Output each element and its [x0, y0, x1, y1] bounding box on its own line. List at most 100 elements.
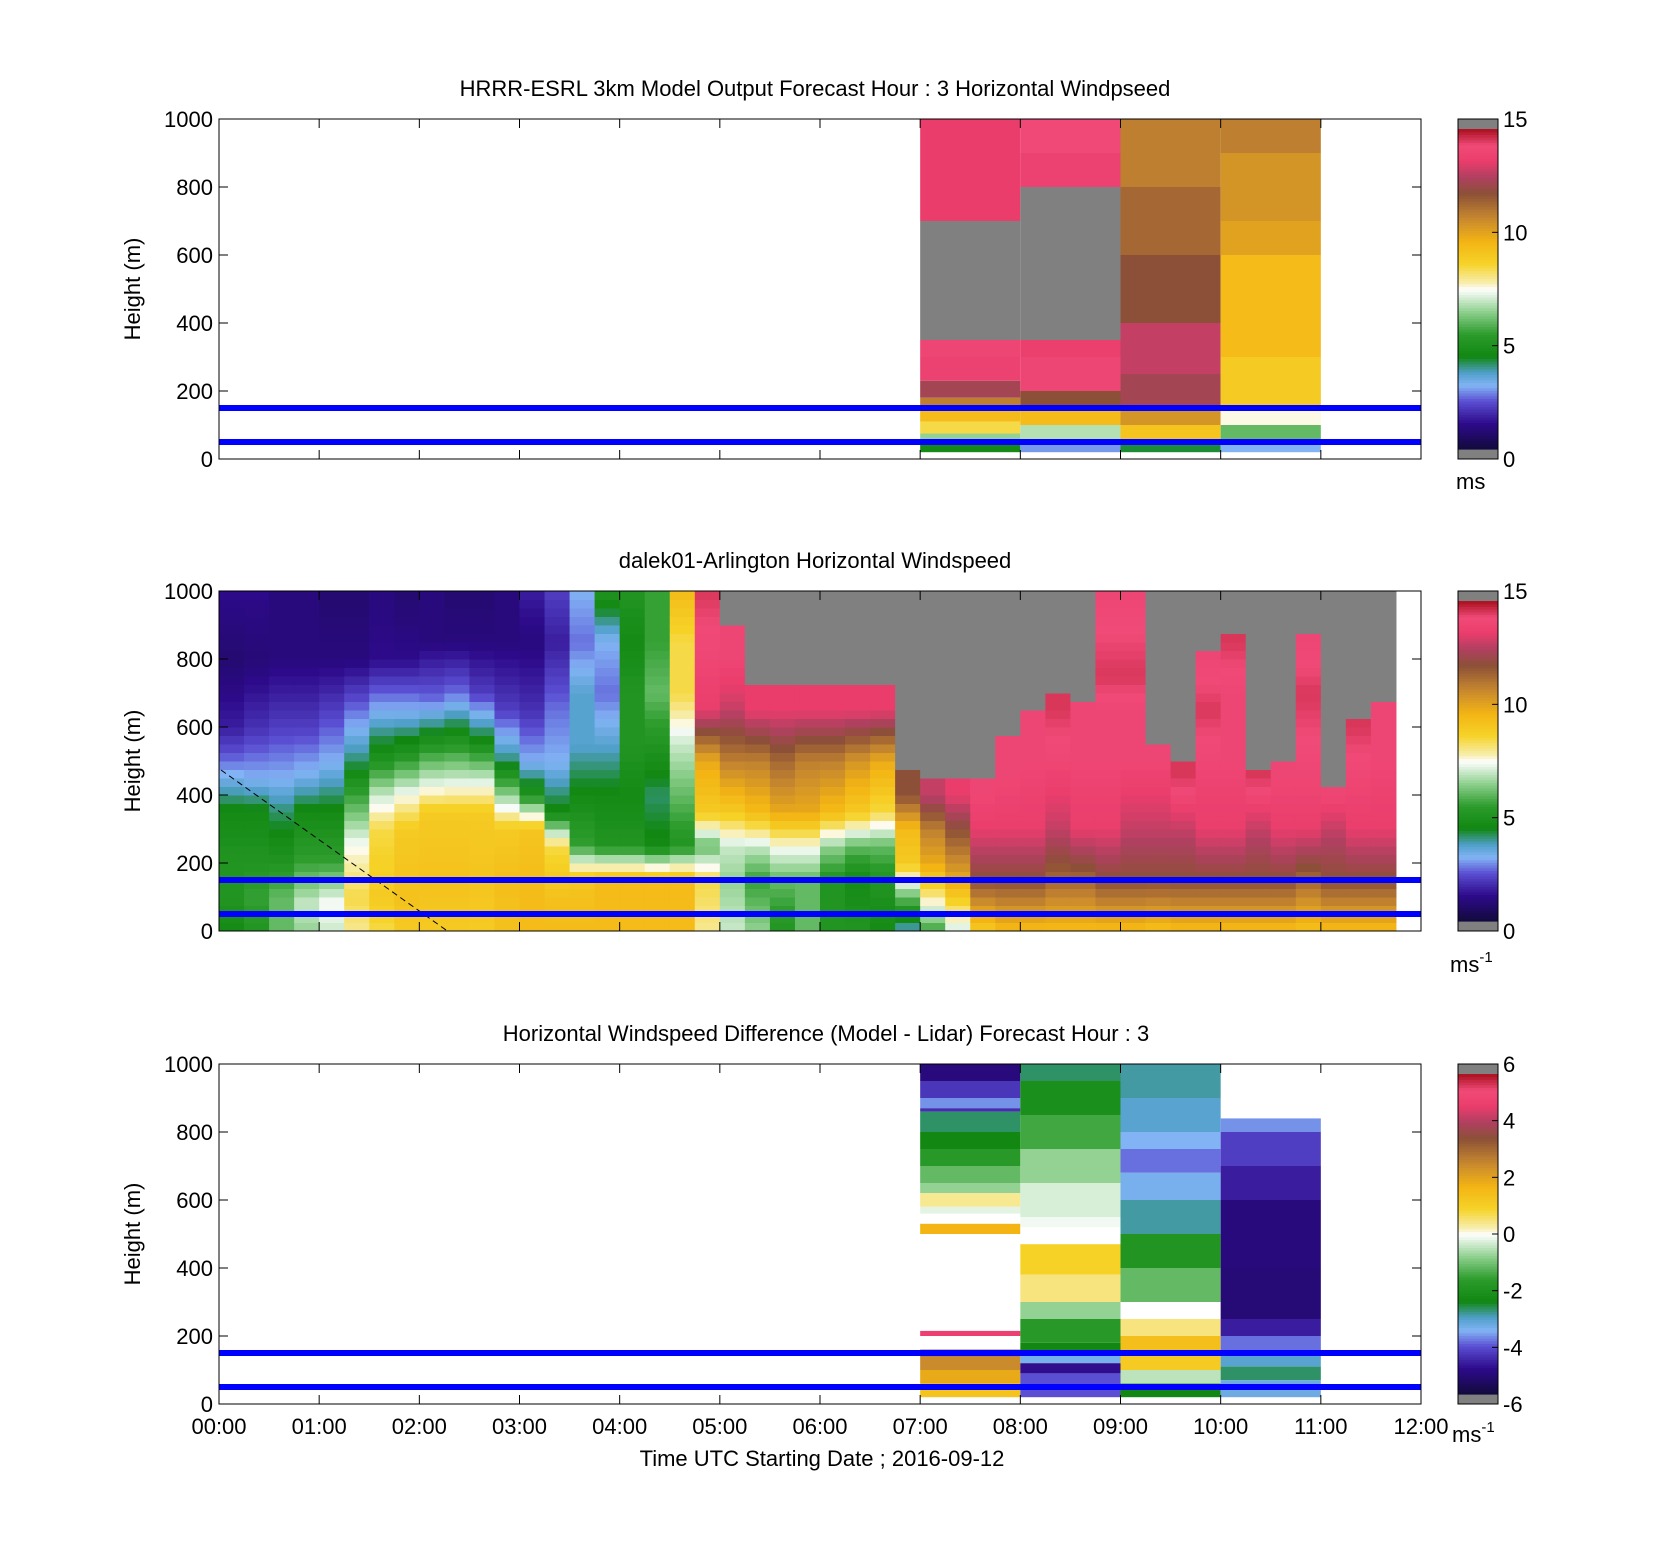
heatmap-cell — [419, 591, 445, 600]
heatmap-cell — [319, 897, 345, 906]
heatmap-cell — [319, 863, 345, 872]
heatmap-cell — [769, 710, 796, 719]
heatmap-cell — [820, 608, 846, 617]
heatmap-cell — [794, 846, 821, 855]
heatmap-cell — [669, 786, 696, 796]
heatmap-cell — [319, 693, 345, 702]
heatmap-cell — [995, 744, 1021, 753]
heatmap-cell — [920, 408, 1021, 422]
panel-difference-reference-lines — [219, 1350, 1421, 1390]
heatmap-cell — [1220, 880, 1247, 889]
heatmap-cell — [419, 608, 445, 617]
x-tick-label: 00:00 — [191, 1414, 246, 1439]
heatmap-cell — [444, 693, 470, 702]
heatmap-cell — [369, 803, 395, 813]
heatmap-cell — [1020, 701, 1046, 711]
heatmap-cell — [870, 735, 896, 745]
colorbar-segment — [1458, 673, 1498, 677]
heatmap-cell — [1095, 727, 1121, 736]
colorbar-segment — [1458, 689, 1498, 693]
heatmap-cell — [394, 659, 420, 668]
heatmap-cell — [794, 625, 821, 634]
colorbar-segment — [1458, 203, 1498, 207]
heatmap-cell — [845, 591, 871, 600]
heatmap-cell — [369, 871, 395, 881]
heatmap-cell — [995, 922, 1021, 932]
heatmap-cell — [544, 710, 571, 719]
heatmap-cell — [794, 744, 821, 753]
heatmap-cell — [1245, 667, 1272, 677]
heatmap-cell — [1320, 701, 1347, 711]
heatmap-cell — [569, 608, 596, 617]
heatmap-cell — [1320, 633, 1347, 643]
heatmap-cell — [920, 846, 946, 855]
heatmap-cell — [444, 803, 470, 813]
heatmap-cell — [1195, 854, 1222, 864]
colorbar-segment — [1458, 422, 1498, 426]
heatmap-cell — [1370, 616, 1397, 626]
colorbar-segment — [1458, 387, 1498, 391]
heatmap-cell — [970, 888, 996, 898]
heatmap-cell — [244, 922, 270, 932]
heatmap-cell — [1145, 684, 1172, 694]
heatmap-cell — [494, 905, 520, 915]
heatmap-cell — [469, 837, 495, 847]
heatmap-cell — [1195, 752, 1222, 762]
heatmap-cell — [1170, 888, 1197, 898]
heatmap-cell — [1245, 888, 1272, 898]
heatmap-cell — [769, 854, 796, 864]
heatmap-cell — [444, 616, 470, 626]
heatmap-cell — [1045, 718, 1071, 728]
x-tick-label: 01:00 — [292, 1414, 347, 1439]
heatmap-cell — [644, 795, 671, 804]
heatmap-cell — [269, 616, 295, 626]
heatmap-cell — [1120, 905, 1147, 915]
heatmap-cell — [319, 761, 345, 770]
heatmap-cell — [1170, 897, 1197, 906]
heatmap-cell — [594, 616, 621, 626]
colorbar-segment — [1458, 779, 1498, 783]
heatmap-cell — [820, 769, 846, 779]
heatmap-cell — [1120, 829, 1147, 838]
heatmap-cell — [569, 591, 596, 600]
colorbar-segment — [1458, 870, 1498, 874]
heatmap-cell — [1020, 905, 1046, 915]
heatmap-cell — [1295, 769, 1322, 779]
heatmap-cell — [920, 642, 946, 651]
heatmap-cell — [644, 846, 671, 855]
heatmap-cell — [1020, 752, 1046, 762]
heatmap-cell — [544, 905, 571, 915]
heatmap-cell — [1345, 616, 1372, 626]
heatmap-cell — [719, 812, 746, 821]
heatmap-cell — [219, 863, 245, 872]
heatmap-cell — [1320, 727, 1347, 736]
heatmap-cell — [319, 727, 345, 736]
heatmap-cell — [845, 897, 871, 906]
heatmap-cell — [945, 769, 971, 779]
heatmap-cell — [1345, 880, 1372, 889]
heatmap-cell — [1345, 710, 1372, 719]
colorbar-segment — [1458, 1090, 1498, 1094]
heatmap-cell — [1370, 854, 1397, 864]
heatmap-cell — [694, 735, 721, 745]
heatmap-cell — [644, 897, 671, 906]
heatmap-cell — [369, 769, 395, 779]
heatmap-cell — [1095, 871, 1121, 881]
heatmap-cell — [744, 625, 771, 634]
heatmap-cell — [294, 633, 320, 643]
heatmap-cell — [469, 905, 495, 915]
heatmap-cell — [769, 667, 796, 677]
heatmap-cell — [319, 650, 345, 660]
heatmap-cell — [1070, 778, 1096, 787]
heatmap-cell — [1120, 871, 1147, 881]
heatmap-cell — [1020, 1081, 1121, 1115]
heatmap-cell — [794, 650, 821, 660]
heatmap-cell — [294, 727, 320, 736]
heatmap-cell — [744, 829, 771, 838]
heatmap-cell — [995, 676, 1021, 685]
heatmap-cell — [1320, 761, 1347, 770]
heatmap-cell — [669, 769, 696, 779]
colorbar-segment — [1458, 713, 1498, 717]
heatmap-cell — [544, 718, 571, 728]
heatmap-cell — [1345, 837, 1372, 847]
